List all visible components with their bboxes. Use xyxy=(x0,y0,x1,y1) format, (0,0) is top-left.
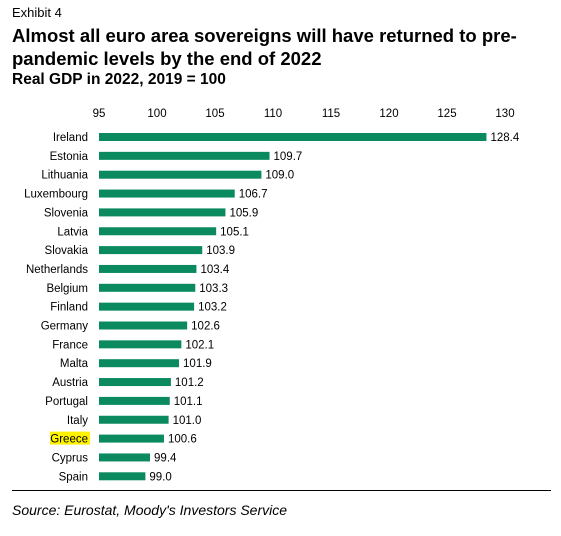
x-tick-label: 110 xyxy=(264,108,282,120)
category-label: Spain xyxy=(59,471,88,483)
value-label: 128.4 xyxy=(490,132,519,144)
bar xyxy=(99,302,195,311)
chart-title: Almost all euro area sovereigns will hav… xyxy=(12,25,517,69)
category-highlight xyxy=(50,431,90,445)
category-label: Finland xyxy=(50,302,88,314)
value-label: 99.4 xyxy=(154,452,177,464)
bar xyxy=(99,453,151,462)
exhibit-label: Exhibit 4 xyxy=(12,5,62,20)
value-label: 109.7 xyxy=(274,151,303,163)
category-label: Germany xyxy=(41,321,89,333)
value-label: 103.2 xyxy=(198,302,227,314)
value-label: 101.0 xyxy=(173,415,202,427)
x-tick-label: 125 xyxy=(437,108,456,120)
value-label: 100.6 xyxy=(168,434,197,446)
category-label: Greece xyxy=(50,434,88,446)
category-label: Austria xyxy=(52,377,88,389)
bar xyxy=(99,378,171,387)
category-label: Slovakia xyxy=(45,245,89,257)
x-tick-label: 130 xyxy=(495,108,514,120)
x-tick-label: 120 xyxy=(379,108,398,120)
category-label: Lithuania xyxy=(41,170,88,182)
bar xyxy=(99,133,487,141)
bottom-rule xyxy=(12,490,551,491)
chart-subtitle: Real GDP in 2022, 2019 = 100 xyxy=(12,71,226,88)
category-label: Italy xyxy=(67,415,88,427)
bar xyxy=(99,264,197,273)
bar xyxy=(99,208,226,217)
value-label: 102.6 xyxy=(191,321,220,333)
bar xyxy=(99,189,235,198)
bar xyxy=(99,415,169,424)
value-label: 105.1 xyxy=(220,226,249,238)
value-label: 101.1 xyxy=(174,396,203,408)
value-label: 103.3 xyxy=(199,283,228,295)
category-label: Luxembourg xyxy=(24,189,88,201)
x-tick-label: 100 xyxy=(147,108,166,120)
value-label: 103.9 xyxy=(206,245,235,257)
category-label: Estonia xyxy=(50,151,89,163)
x-tick-label: 115 xyxy=(322,108,340,120)
x-tick-label: 95 xyxy=(93,108,106,120)
bar xyxy=(99,472,146,481)
category-label: France xyxy=(52,339,88,351)
source-note: Source: Eurostat, Moody's Investors Serv… xyxy=(12,502,288,518)
category-label: Cyprus xyxy=(52,452,89,464)
category-label: Slovenia xyxy=(44,207,89,219)
category-label: Latvia xyxy=(57,226,88,238)
value-label: 101.9 xyxy=(183,358,212,370)
value-label: 103.4 xyxy=(200,264,229,276)
bar xyxy=(99,283,196,292)
x-tick-label: 105 xyxy=(205,108,224,120)
category-label: Ireland xyxy=(53,132,88,144)
bar xyxy=(99,359,180,368)
bar xyxy=(99,227,217,236)
category-label: Portugal xyxy=(45,396,88,408)
value-label: 99.0 xyxy=(149,471,171,483)
bar xyxy=(99,246,203,255)
category-label: Belgium xyxy=(46,283,88,295)
value-label: 101.2 xyxy=(175,377,204,389)
category-label: Malta xyxy=(60,358,89,370)
value-label: 102.1 xyxy=(185,339,214,351)
bar xyxy=(99,321,188,330)
bar xyxy=(99,434,164,443)
bar xyxy=(99,396,170,405)
value-label: 109.0 xyxy=(265,170,294,182)
bar xyxy=(99,151,270,160)
value-label: 106.7 xyxy=(239,189,268,201)
value-label: 105.9 xyxy=(229,207,258,219)
bar xyxy=(99,340,182,349)
bar xyxy=(99,170,262,179)
category-label: Netherlands xyxy=(26,264,88,276)
